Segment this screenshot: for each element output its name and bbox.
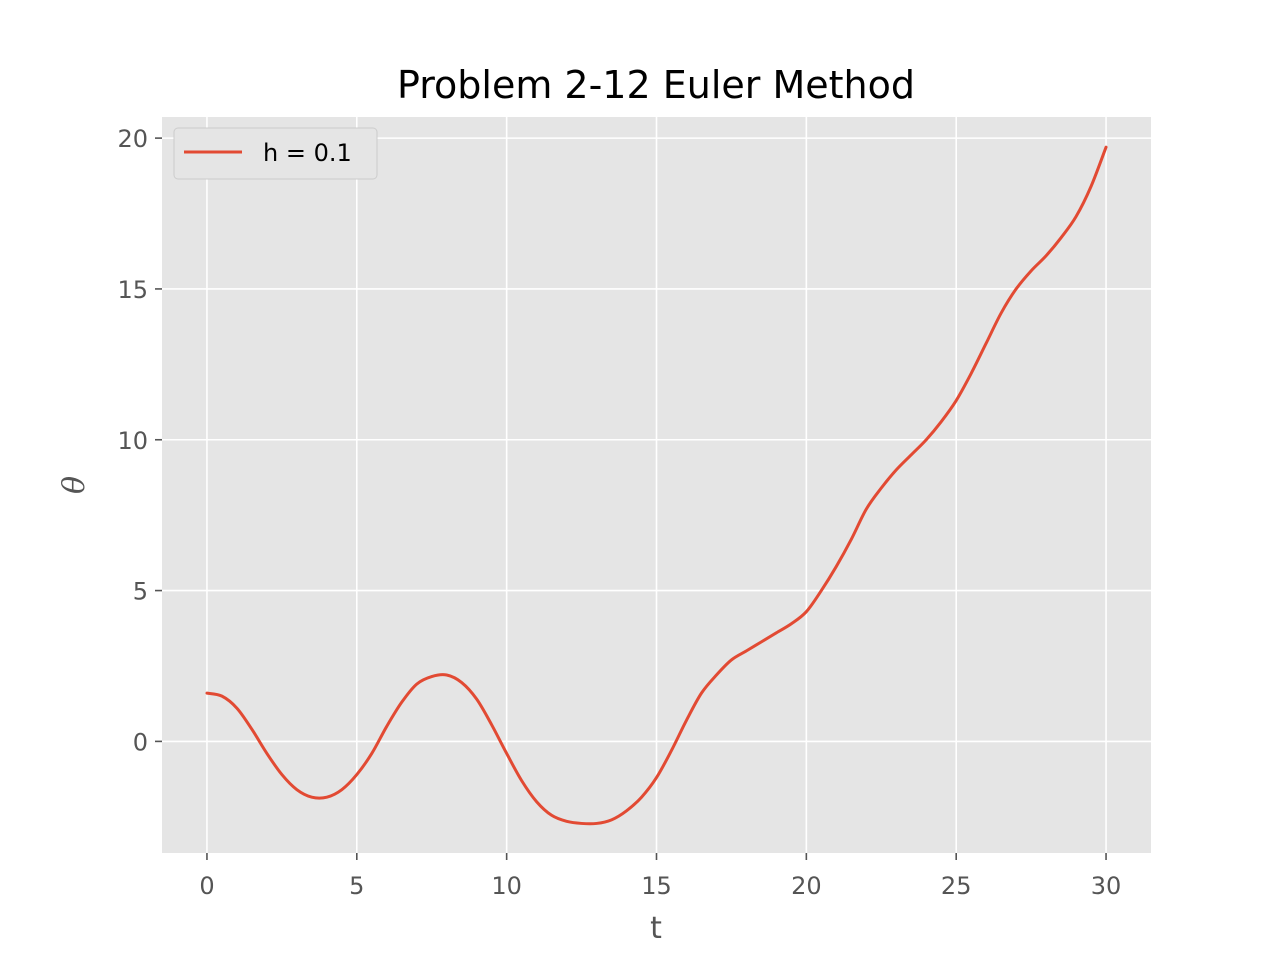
x-tick-label: 15 [641, 872, 672, 900]
y-gridlines [162, 137, 1151, 743]
legend: h = 0.1 [173, 127, 378, 180]
legend-label: h = 0.1 [263, 139, 352, 167]
legend-box [173, 127, 378, 180]
x-tick-label: 10 [491, 872, 522, 900]
y-tick-label: 15 [117, 276, 148, 304]
y-axis-label: θ [57, 476, 92, 494]
y-axis-ticks: 0 5 10 15 20 [117, 125, 162, 756]
x-tick-label: 20 [791, 872, 822, 900]
chart-title: Problem 2-12 Euler Method [397, 63, 915, 107]
x-gridlines [206, 117, 1107, 853]
y-tick-label: 20 [117, 125, 148, 153]
x-axis-label: t [650, 911, 662, 946]
y-tick-label: 5 [133, 578, 148, 606]
x-tick-label: 25 [941, 872, 972, 900]
x-tick-label: 30 [1091, 872, 1122, 900]
series-line-h-0-1 [205, 145, 1108, 826]
x-axis-ticks: 0 5 10 15 20 25 30 [199, 853, 1121, 900]
y-tick-label: 10 [117, 427, 148, 455]
x-tick-label: 5 [349, 872, 364, 900]
x-tick-label: 0 [199, 872, 214, 900]
y-tick-label: 0 [133, 728, 148, 756]
